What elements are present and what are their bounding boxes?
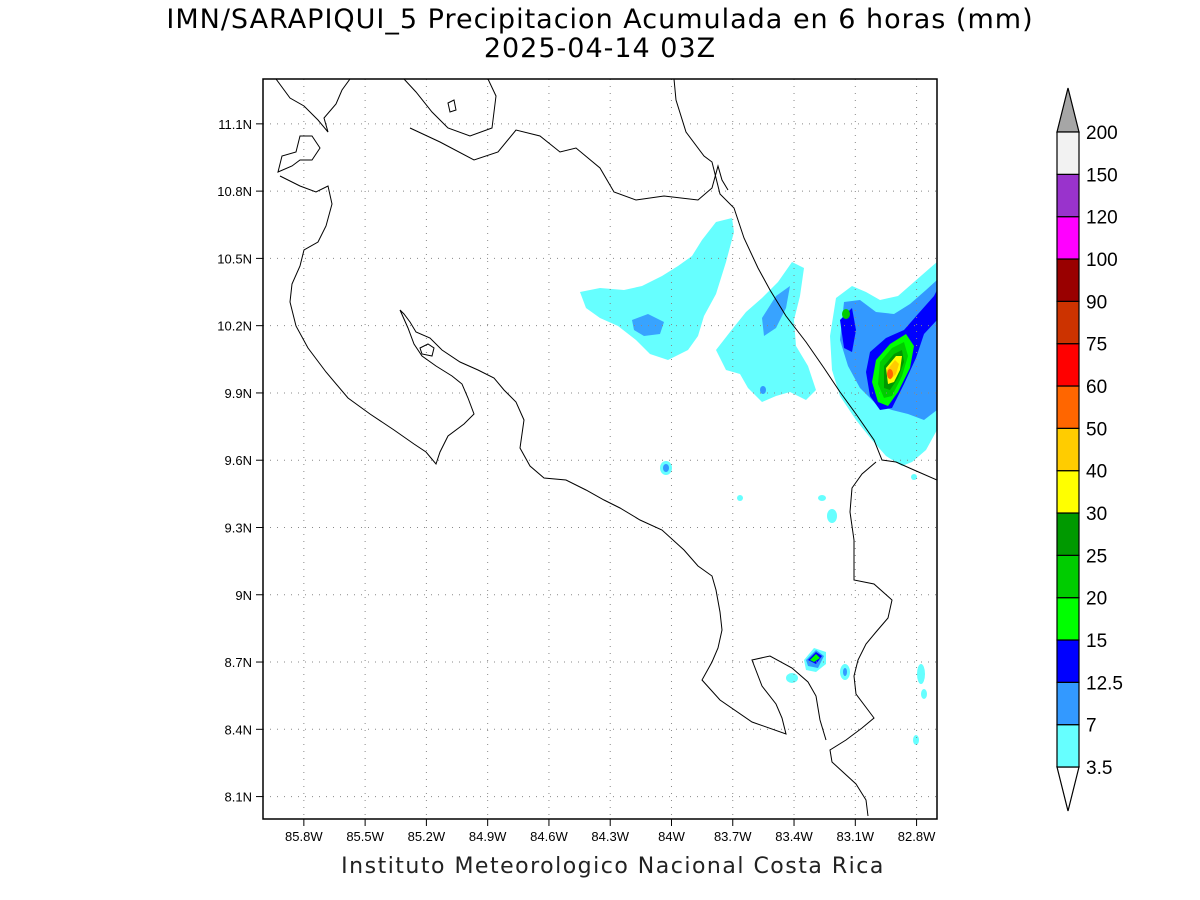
- rain-area-20: [810, 654, 820, 662]
- map-title: IMN/SARAPIQUI_5 Precipitacion Acumulada …: [166, 4, 1034, 35]
- colorbar-swatch: [1056, 427, 1080, 472]
- colorbar-label: 200: [1086, 123, 1118, 144]
- coastline-pacific: [279, 175, 827, 741]
- colorbar-swatch: [1056, 343, 1080, 387]
- rain-cell-3.5: [786, 673, 798, 683]
- precipitation-fields: [580, 218, 937, 745]
- colorbar-label: 20: [1086, 589, 1107, 610]
- colorbar-over-arrow: [1056, 87, 1080, 133]
- colorbar-label: 40: [1086, 462, 1107, 483]
- lake-island: [447, 99, 457, 113]
- colorbar-swatch: [1056, 597, 1080, 641]
- colorbar-label: 15: [1086, 631, 1107, 652]
- lon-tick-label: 85.2W: [408, 829, 446, 844]
- colorbar-label: 75: [1086, 335, 1107, 356]
- lon-tick-label: 84.6W: [530, 829, 568, 844]
- colorbar-label: 12.5: [1086, 673, 1123, 694]
- rain-cell-20: [842, 309, 850, 319]
- colorbar-label: 50: [1086, 419, 1107, 440]
- lat-tick-label: 8.4N: [225, 722, 252, 737]
- colorbar-label: 120: [1086, 208, 1118, 229]
- rain-cell-3.5: [737, 495, 743, 501]
- rain-cell-7: [843, 668, 847, 676]
- rain-cell-3.5: [917, 664, 925, 684]
- lat-tick-label: 9N: [235, 588, 252, 603]
- colorbar-under-arrow: [1056, 766, 1080, 812]
- lat-tick-label: 8.7N: [225, 655, 252, 670]
- lon-tick-label: 83.7W: [714, 829, 752, 844]
- rain-area-12.5: [840, 308, 856, 352]
- colorbar-swatch: [1056, 258, 1080, 302]
- lat-tick-label: 9.3N: [225, 520, 252, 535]
- rain-cell-7: [760, 386, 766, 394]
- colorbar: 3.5 7 12.5 15 20 25 30 40 50 60 75 90 100 120 150 200: [1056, 87, 1123, 812]
- coastline-pacific: [277, 135, 321, 173]
- lat-tick-label: 11.1N: [218, 117, 252, 132]
- colorbar-swatch: [1056, 512, 1080, 556]
- border-nicaragua: [409, 127, 729, 201]
- rain-cell-3.5: [911, 474, 917, 480]
- colorbar-label: 3.5: [1086, 758, 1112, 779]
- lat-tick-label: 8.1N: [225, 790, 252, 805]
- colorbar-label: 90: [1086, 292, 1107, 313]
- lon-tick-label: 84.9W: [469, 829, 507, 844]
- colorbar-swatch: [1056, 216, 1080, 260]
- coastline-nicaragua-lake: [275, 79, 351, 133]
- colorbar-label: 30: [1086, 504, 1107, 525]
- colorbar-swatch: [1056, 681, 1080, 726]
- lon-tick-label: 84W: [658, 829, 685, 844]
- colorbar-swatch: [1056, 554, 1080, 599]
- coastline-golfo-nicoya: [419, 343, 435, 357]
- lon-tick-label: 84.3W: [591, 829, 629, 844]
- map-gridlines: [263, 79, 937, 819]
- rain-cell-3.5: [827, 509, 837, 523]
- colorbar-swatch: [1056, 385, 1080, 429]
- map-axes: 85.8W 85.5W 85.2W 84.9W 84.6W 84.3W 84W 83.7W 83…: [217, 117, 936, 844]
- colorbar-label: 150: [1086, 165, 1118, 186]
- border-panama: [829, 461, 893, 817]
- rain-cell-3.5: [921, 689, 927, 699]
- colorbar-swatch: [1056, 639, 1080, 683]
- colorbar-label: 25: [1086, 546, 1107, 567]
- lat-tick-label: 9.9N: [225, 386, 252, 401]
- lat-tick-label: 10.8N: [217, 184, 252, 199]
- credit-text: Instituto Meteorologico Nacional Costa R…: [341, 854, 885, 879]
- coastlines: [275, 79, 937, 817]
- rain-cell-3.5: [913, 735, 919, 745]
- map-frame: [262, 78, 938, 820]
- rain-core-60: [887, 369, 893, 379]
- colorbar-label: 7: [1086, 716, 1097, 737]
- rain-area-7: [632, 314, 664, 336]
- rain-area-3.5: [580, 218, 734, 360]
- colorbar-swatch: [1056, 300, 1080, 345]
- rain-area-7: [762, 286, 790, 336]
- lon-tick-label: 85.8W: [285, 829, 323, 844]
- lon-tick-label: 83.1W: [837, 829, 875, 844]
- lon-tick-label: 85.5W: [346, 829, 384, 844]
- colorbar-swatch: [1056, 131, 1080, 175]
- lon-tick-label: 82.8W: [898, 829, 936, 844]
- coastline-nicaragua-lake: [403, 79, 497, 137]
- lat-tick-label: 10.5N: [217, 251, 252, 266]
- colorbar-swatch: [1056, 724, 1080, 768]
- colorbar-label: 60: [1086, 377, 1107, 398]
- rain-cell-3.5: [818, 495, 826, 501]
- lat-tick-label: 10.2N: [217, 319, 252, 334]
- colorbar-swatch: [1056, 470, 1080, 514]
- lon-tick-label: 83.4W: [775, 829, 813, 844]
- coastline-caribbean: [673, 79, 937, 481]
- rain-cell-7: [663, 464, 669, 472]
- colorbar-swatch: [1056, 173, 1080, 218]
- lat-tick-label: 9.6N: [225, 453, 252, 468]
- map-subtitle: 2025-04-14 03Z: [483, 33, 717, 64]
- colorbar-label: 100: [1086, 250, 1118, 271]
